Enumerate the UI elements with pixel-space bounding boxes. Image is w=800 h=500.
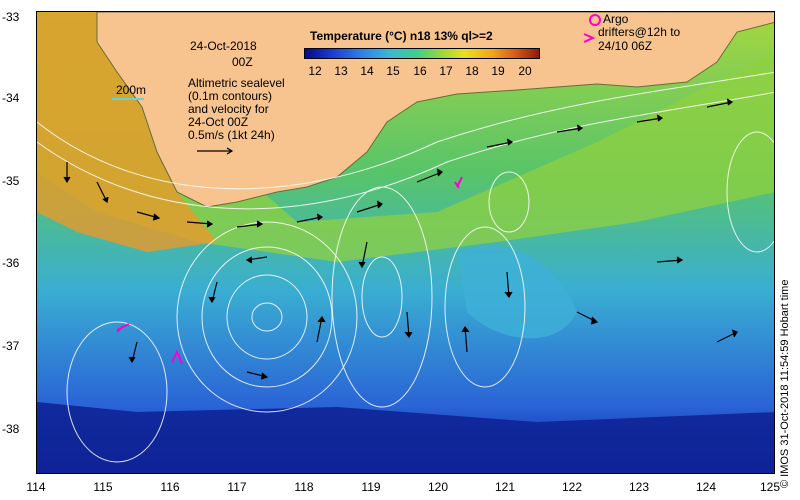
- colorbar-tick: 18: [465, 64, 479, 78]
- velocity-arrow: [461, 325, 470, 353]
- map-canvas: [37, 12, 774, 473]
- longitude-tick: 115: [93, 480, 113, 494]
- colorbar-tick: 16: [413, 64, 427, 78]
- velocity-arrow: [404, 311, 413, 339]
- velocity-arrow: [96, 181, 109, 204]
- contour-ring: [331, 186, 433, 408]
- latitude-tick: -36: [2, 256, 20, 270]
- velocity-arrow: [63, 162, 71, 184]
- contour-ring: [66, 321, 168, 463]
- longitude-tick: 114: [26, 480, 46, 494]
- land-mass: [96, 12, 774, 208]
- drifter-chevron-icon: [583, 33, 596, 43]
- longitude-tick: 122: [561, 480, 583, 494]
- drifter-track: [171, 349, 183, 365]
- velocity-arrow: [576, 311, 599, 325]
- velocity-arrows: [63, 98, 738, 380]
- cold-south: [37, 402, 774, 473]
- contour-line: [37, 71, 774, 190]
- velocity-arrow: [636, 114, 664, 123]
- contour-ring: [251, 302, 283, 332]
- velocity-arrow: [486, 138, 514, 148]
- map-legend-text: Altimetric sealevel (0.1m contours) and …: [188, 77, 285, 142]
- colorbar-tick: 15: [386, 64, 400, 78]
- argo-drifters: [116, 176, 463, 365]
- longitude-tick: 123: [628, 480, 650, 494]
- velocity-arrow: [316, 315, 326, 343]
- legend-line: 0.5m/s (1kt 24h): [188, 128, 275, 142]
- velocity-arrow: [186, 220, 214, 228]
- legend-line: Altimetric sealevel: [188, 76, 285, 90]
- longitude-tick: 118: [294, 480, 314, 494]
- colorbar-tick: 12: [308, 64, 322, 78]
- drifter-legend-line: 24/10 06Z: [598, 39, 653, 53]
- longitude-tick: 116: [160, 480, 180, 494]
- velocity-scale-arrow: [197, 147, 234, 155]
- colorbar-tick: 17: [439, 64, 453, 78]
- velocity-arrow: [556, 124, 584, 133]
- velocity-arrow: [416, 168, 443, 183]
- date-label: 24-Oct-2018: [190, 39, 257, 53]
- velocity-arrow: [246, 371, 269, 380]
- legend-line: 24-Oct 00Z: [188, 115, 249, 129]
- contour-ring: [201, 246, 333, 388]
- velocity-arrow: [128, 341, 138, 364]
- latitude-tick: -35: [2, 174, 20, 188]
- velocity-arrow: [356, 200, 383, 213]
- contour-ring: [361, 256, 403, 338]
- legend-line: (0.1m contours): [188, 89, 273, 103]
- sst-map: [36, 11, 775, 474]
- velocity-arrow: [208, 281, 218, 304]
- longitude-tick: 124: [695, 480, 717, 494]
- velocity-arrow: [136, 211, 161, 221]
- contour-ring: [726, 131, 774, 253]
- velocity-arrow: [504, 271, 513, 299]
- latitude-tick: -37: [2, 339, 20, 353]
- colorbar-tick: 20: [518, 64, 532, 78]
- argo-legend-label: Argo: [603, 12, 629, 26]
- latitude-tick: -33: [2, 10, 20, 24]
- longitude-tick: 119: [361, 480, 381, 494]
- sealevel-contours: [37, 71, 774, 463]
- velocity-arrow: [296, 213, 324, 223]
- velocity-arrow: [656, 256, 684, 264]
- cool-core: [457, 245, 577, 339]
- scale-label: 200m: [116, 83, 147, 97]
- time-label: 00Z: [232, 55, 253, 69]
- legend-line: and velocity for: [188, 102, 269, 116]
- contour-ring: [488, 171, 530, 233]
- colorbar-tick: 19: [491, 64, 505, 78]
- imos-credit: © IMOS 31-Oct-2018 11:54:59 Hobart time: [779, 279, 791, 488]
- drifter-track: [454, 176, 463, 189]
- contour-ring: [226, 274, 308, 360]
- warm-shelf-water: [37, 12, 217, 252]
- velocity-arrow: [716, 329, 738, 343]
- colorbar-tick: 14: [360, 64, 374, 78]
- argo-circle-icon: [589, 14, 601, 26]
- velocity-arrow: [358, 241, 368, 269]
- longitude-tick: 121: [494, 480, 516, 494]
- temperature-colorbar: [304, 48, 540, 59]
- colorbar-title: Temperature (°C) n18 13% ql>=2: [310, 29, 493, 43]
- contour-ring: [176, 221, 358, 413]
- scale-bar: [112, 98, 144, 100]
- longitude-tick: 125: [759, 480, 781, 494]
- latitude-tick: -34: [2, 91, 20, 105]
- contour-line: [37, 91, 774, 210]
- velocity-arrow: [245, 256, 268, 264]
- longitude-tick: 117: [227, 480, 247, 494]
- longitude-tick: 120: [427, 480, 449, 494]
- velocity-arrow: [706, 98, 734, 108]
- colorbar-tick: 13: [334, 64, 348, 78]
- velocity-arrow: [236, 220, 264, 228]
- contour-ring: [444, 226, 526, 388]
- latitude-tick: -38: [2, 422, 20, 436]
- drifter-legend-line: drifters@12h to: [598, 25, 681, 39]
- drifter-track: [116, 323, 130, 333]
